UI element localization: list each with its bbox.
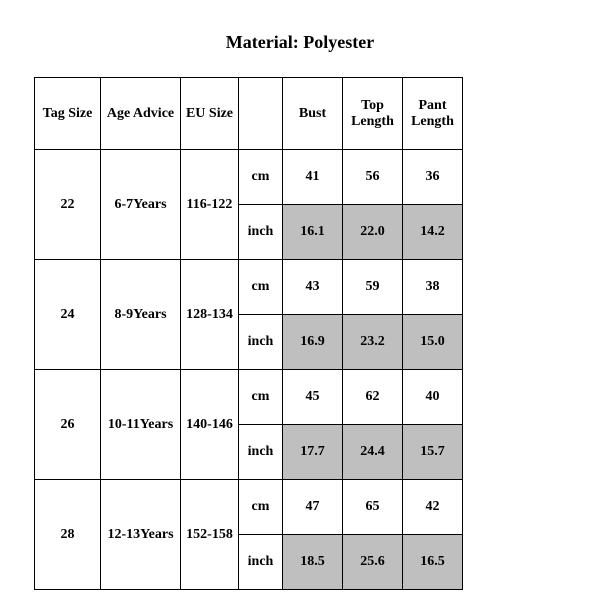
col-header-tag: Tag Size <box>35 78 101 150</box>
cell-top-inch: 25.6 <box>343 535 403 590</box>
cell-unit-inch: inch <box>239 205 283 260</box>
cell-pant-cm: 42 <box>403 480 463 535</box>
cell-unit-cm: cm <box>239 260 283 315</box>
cell-top-inch: 23.2 <box>343 315 403 370</box>
cell-unit-inch: inch <box>239 315 283 370</box>
cell-top-inch: 24.4 <box>343 425 403 480</box>
col-header-bust: Bust <box>283 78 343 150</box>
cell-unit-cm: cm <box>239 150 283 205</box>
cell-top-cm: 62 <box>343 370 403 425</box>
cell-tag: 22 <box>35 150 101 260</box>
cell-tag: 24 <box>35 260 101 370</box>
cell-bust-cm: 43 <box>283 260 343 315</box>
cell-eu: 152-158 <box>181 480 239 590</box>
cell-top-inch: 22.0 <box>343 205 403 260</box>
page-title: Material: Polyester <box>0 0 600 77</box>
cell-unit-cm: cm <box>239 480 283 535</box>
table-row: 24 8-9Years 128-134 cm 43 59 38 <box>35 260 463 315</box>
cell-age: 10-11Years <box>101 370 181 480</box>
cell-bust-cm: 47 <box>283 480 343 535</box>
col-header-top: Top Length <box>343 78 403 150</box>
col-header-eu: EU Size <box>181 78 239 150</box>
cell-eu: 116-122 <box>181 150 239 260</box>
cell-eu: 128-134 <box>181 260 239 370</box>
cell-pant-cm: 38 <box>403 260 463 315</box>
cell-tag: 26 <box>35 370 101 480</box>
table-row: 28 12-13Years 152-158 cm 47 65 42 <box>35 480 463 535</box>
cell-pant-cm: 40 <box>403 370 463 425</box>
cell-top-cm: 59 <box>343 260 403 315</box>
cell-pant-inch: 15.0 <box>403 315 463 370</box>
cell-unit-inch: inch <box>239 425 283 480</box>
cell-bust-inch: 17.7 <box>283 425 343 480</box>
col-header-pant: Pant Length <box>403 78 463 150</box>
cell-top-cm: 56 <box>343 150 403 205</box>
table-row: 22 6-7Years 116-122 cm 41 56 36 <box>35 150 463 205</box>
cell-bust-inch: 16.1 <box>283 205 343 260</box>
col-header-age: Age Advice <box>101 78 181 150</box>
col-header-unit <box>239 78 283 150</box>
cell-pant-inch: 16.5 <box>403 535 463 590</box>
cell-eu: 140-146 <box>181 370 239 480</box>
cell-bust-cm: 45 <box>283 370 343 425</box>
size-table: Tag Size Age Advice EU Size Bust Top Len… <box>34 77 463 590</box>
cell-age: 12-13Years <box>101 480 181 590</box>
cell-pant-inch: 14.2 <box>403 205 463 260</box>
cell-pant-cm: 36 <box>403 150 463 205</box>
cell-pant-inch: 15.7 <box>403 425 463 480</box>
cell-unit-cm: cm <box>239 370 283 425</box>
cell-bust-inch: 16.9 <box>283 315 343 370</box>
cell-bust-inch: 18.5 <box>283 535 343 590</box>
cell-bust-cm: 41 <box>283 150 343 205</box>
cell-age: 8-9Years <box>101 260 181 370</box>
table-header-row: Tag Size Age Advice EU Size Bust Top Len… <box>35 78 463 150</box>
cell-unit-inch: inch <box>239 535 283 590</box>
cell-age: 6-7Years <box>101 150 181 260</box>
table-row: 26 10-11Years 140-146 cm 45 62 40 <box>35 370 463 425</box>
cell-tag: 28 <box>35 480 101 590</box>
cell-top-cm: 65 <box>343 480 403 535</box>
